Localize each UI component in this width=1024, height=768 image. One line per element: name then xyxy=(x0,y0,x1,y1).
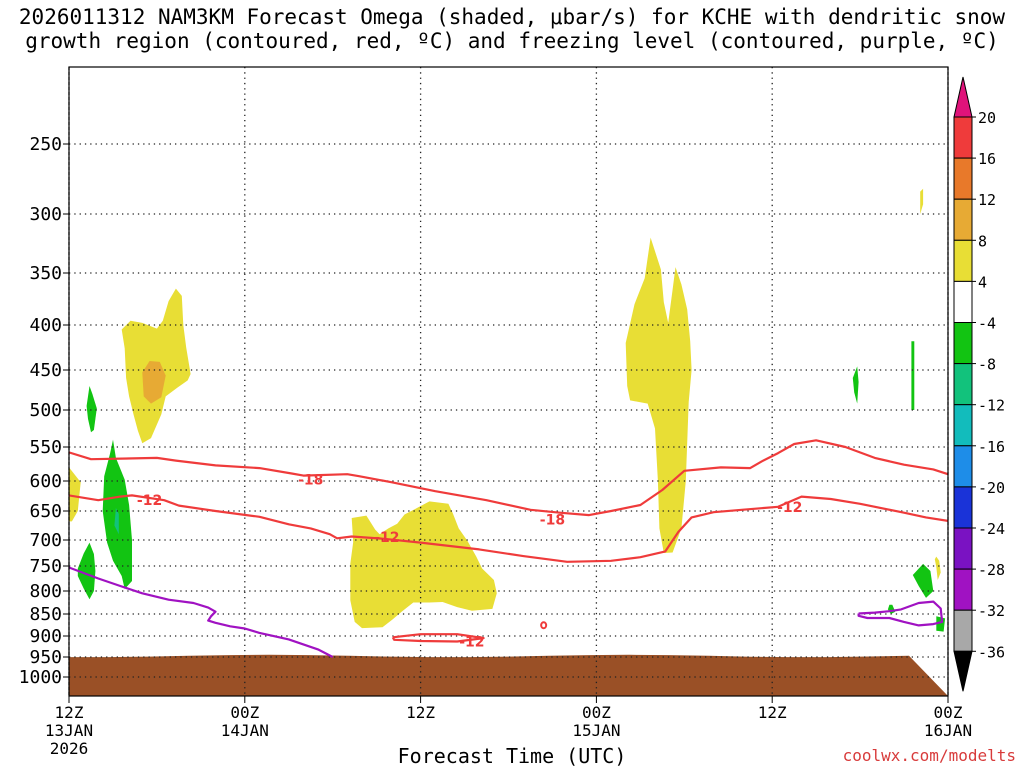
y-tick-label: 700 xyxy=(29,530,62,551)
contour-line xyxy=(391,633,485,643)
colorbar-swatch xyxy=(953,609,973,652)
omega-region xyxy=(934,556,941,580)
colorbar-label: -28 xyxy=(978,561,1005,579)
colorbar-label: -4 xyxy=(978,315,996,333)
omega-region xyxy=(920,188,924,214)
y-tick-label: 300 xyxy=(29,204,62,225)
contour-label: -12 xyxy=(459,634,484,650)
contour-label: -12 xyxy=(374,530,399,546)
plot-frame xyxy=(68,66,949,697)
colorbar-top-arrow xyxy=(953,76,973,118)
contour-ring-small xyxy=(540,621,548,630)
colorbar-label: -20 xyxy=(978,479,1005,497)
plot-area: -18 -18 -12 -12 -12 -12 xyxy=(69,67,948,696)
x-tick-label: 16JAN xyxy=(924,721,972,740)
colorbar-swatch xyxy=(953,568,973,611)
contour-line xyxy=(857,600,944,627)
omega-region xyxy=(912,563,934,598)
colorbar-label: -16 xyxy=(978,438,1005,456)
omega-region xyxy=(114,508,119,535)
contour-label: -12 xyxy=(777,500,802,516)
x-tick-label: 15JAN xyxy=(572,721,620,740)
y-tick-label: 600 xyxy=(29,471,62,492)
y-tick-label: 750 xyxy=(29,556,62,577)
colorbar-label: -24 xyxy=(978,520,1005,538)
y-tick-label: 650 xyxy=(29,501,62,522)
colorbar-swatch xyxy=(953,239,973,282)
x-tick-label: 12Z xyxy=(55,703,84,722)
site-credit: coolwx.com/modelts xyxy=(842,746,1016,765)
colorbar-label: 16 xyxy=(978,150,996,168)
y-tick-label: 1000 xyxy=(19,667,62,688)
x-axis-title: Forecast Time (UTC) xyxy=(397,744,627,768)
colorbar-label: 4 xyxy=(978,273,987,291)
contour-line xyxy=(69,439,948,517)
colorbar-label: 12 xyxy=(978,191,996,209)
colorbar-swatch xyxy=(953,322,973,365)
y-tick-label: 850 xyxy=(29,604,62,625)
y-tick-label: 450 xyxy=(29,360,62,381)
chart-title-line-1: 2026011312 NAM3KM Forecast Omega (shaded… xyxy=(18,5,1006,29)
x-tick-label: 13JAN xyxy=(45,721,93,740)
omega-region xyxy=(852,366,859,404)
x-tick-label: 00Z xyxy=(934,703,963,722)
colorbar-swatch xyxy=(953,116,973,159)
omega-region xyxy=(625,237,692,553)
contour-line xyxy=(69,566,334,658)
chart-title-line-2: growth region (contoured, red, ºC) and f… xyxy=(25,29,999,53)
y-tick-label: 900 xyxy=(29,626,62,647)
colorbar-swatch xyxy=(953,280,973,323)
contour-line xyxy=(69,494,948,563)
colorbar-bottom-arrow xyxy=(953,650,973,692)
colorbar-label: -12 xyxy=(978,397,1005,415)
colorbar-swatch xyxy=(953,486,973,529)
omega-region xyxy=(911,341,915,410)
colorbar-label: -8 xyxy=(978,356,996,374)
y-tick-label: 800 xyxy=(29,581,62,602)
omega-region xyxy=(142,361,166,404)
y-tick-label: 950 xyxy=(29,647,62,668)
contour-label: -18 xyxy=(298,473,323,489)
y-tick-label: 500 xyxy=(29,400,62,421)
x-tick-label: 00Z xyxy=(582,703,611,722)
y-tick-label: 250 xyxy=(29,134,62,155)
y-tick-label: 400 xyxy=(29,315,62,336)
colorbar-label: -36 xyxy=(978,643,1005,661)
colorbar-swatch xyxy=(953,404,973,447)
x-tick-label: 12Z xyxy=(758,703,787,722)
colorbar-label: 8 xyxy=(978,232,987,250)
omega-region xyxy=(350,501,497,629)
ground-terrain xyxy=(69,654,948,696)
x-tick-label: 12Z xyxy=(406,703,435,722)
contour-label: -18 xyxy=(540,513,565,529)
colorbar-swatch xyxy=(953,363,973,406)
colorbar-swatch xyxy=(953,445,973,488)
omega-region xyxy=(69,467,81,522)
x-tick-label: 2026 xyxy=(50,739,89,758)
contour-label: -12 xyxy=(137,493,162,509)
y-tick-label: 550 xyxy=(29,437,62,458)
y-tick-label: 350 xyxy=(29,263,62,284)
omega-region xyxy=(86,386,97,433)
colorbar-label: -32 xyxy=(978,602,1005,620)
omega-region xyxy=(77,542,96,600)
colorbar-label: 20 xyxy=(978,109,996,127)
colorbar-swatch xyxy=(953,157,973,200)
x-tick-label: 14JAN xyxy=(221,721,269,740)
colorbar-swatch xyxy=(953,527,973,570)
colorbar-swatch xyxy=(953,198,973,241)
x-tick-label: 00Z xyxy=(230,703,259,722)
